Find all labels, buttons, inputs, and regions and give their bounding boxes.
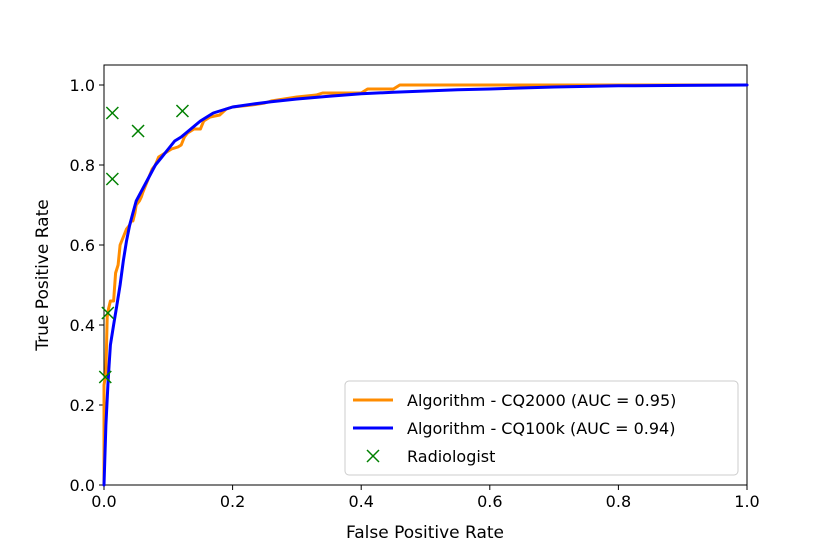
y-axis-label: True Positive Rate <box>33 199 53 351</box>
radiologist-point <box>98 370 112 384</box>
x-axis-ticks: 0.0 0.2 0.4 0.6 0.8 1.0 <box>91 485 760 511</box>
radiologist-point <box>105 172 119 186</box>
legend-label-radiologist: Radiologist <box>407 447 495 466</box>
radiologist-point <box>101 306 115 320</box>
y-tick-label: 0.6 <box>70 236 95 255</box>
y-tick-label: 0.8 <box>70 156 95 175</box>
y-tick-label: 0.4 <box>70 316 95 335</box>
y-axis-ticks: 0.0 0.2 0.4 0.6 0.8 1.0 <box>70 76 104 495</box>
x-tick-label: 0.2 <box>220 492 245 511</box>
legend-label-cq2000: Algorithm - CQ2000 (AUC = 0.95) <box>407 391 676 410</box>
series-layer <box>102 83 749 487</box>
x-tick-label: 0.6 <box>477 492 502 511</box>
x-tick-label: 0.8 <box>606 492 631 511</box>
axes-frame <box>103 64 748 486</box>
x-axis-label: False Positive Rate <box>346 523 504 543</box>
x-tick-label: 0.0 <box>91 492 116 511</box>
radiologist-point <box>131 124 145 138</box>
radiologist-point <box>105 106 119 120</box>
legend-box <box>344 380 739 476</box>
roc-curve-cq100k <box>102 83 749 487</box>
x-tick-label: 1.0 <box>734 492 759 511</box>
scatter-layer <box>98 104 189 384</box>
radiologist-point <box>175 104 189 118</box>
y-tick-label: 0.2 <box>70 396 95 415</box>
y-tick-label: 0.0 <box>70 476 95 495</box>
legend-label-cq100k: Algorithm - CQ100k (AUC = 0.94) <box>407 419 675 438</box>
legend: Algorithm - CQ2000 (AUC = 0.95) Algorith… <box>344 380 739 476</box>
x-tick-label: 0.4 <box>348 492 373 511</box>
plot-area-border <box>103 64 748 486</box>
y-tick-label: 1.0 <box>70 76 95 95</box>
legend-marker-radiologist <box>366 449 380 463</box>
